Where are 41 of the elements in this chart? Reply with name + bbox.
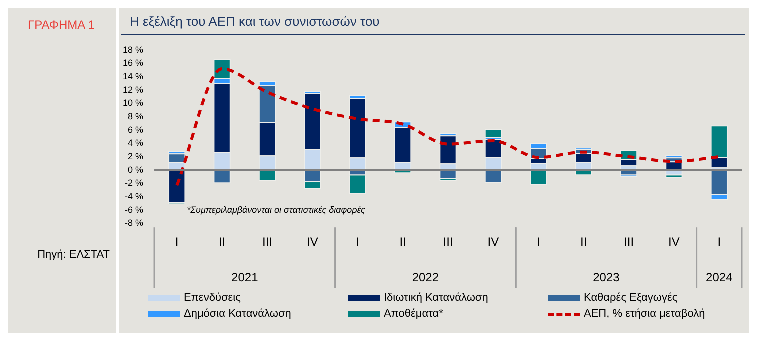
y-tick-label: 0 % bbox=[128, 164, 144, 175]
text: 2024 bbox=[706, 270, 734, 284]
x-tick-label: III bbox=[624, 235, 634, 250]
x-tick-label: III bbox=[262, 235, 272, 250]
legend-label: Αποθέματα* bbox=[384, 308, 444, 320]
y-tick-label: 10 % bbox=[123, 98, 144, 108]
x-tick-label: III bbox=[443, 235, 454, 250]
x-tick-label: IV bbox=[668, 235, 680, 250]
y-tick-label: 2 % bbox=[128, 151, 144, 162]
legend-label: Ιδιωτική Κατανάλωση bbox=[384, 292, 488, 304]
x-tick-label: II bbox=[580, 235, 588, 250]
annotation: *Συμπεριλαμβάνονται οι στατιστικές διαφορές bbox=[187, 204, 366, 215]
legend-label: ΑΕΠ, % ετήσια μεταβολή bbox=[584, 308, 706, 320]
chart-subtitle: ΓΡΑΦΗΜΑ 1 bbox=[28, 18, 95, 32]
text: 2021 bbox=[232, 270, 259, 284]
y-tick-label: 4 % bbox=[128, 138, 144, 148]
text: Πηγή: ΕΛΣΤΑΤ bbox=[36, 248, 110, 262]
y-tick-label: -4 % bbox=[125, 191, 144, 202]
x-tick-label: II bbox=[218, 235, 226, 250]
x-tick-label: I bbox=[175, 235, 179, 250]
x-tick-label: I bbox=[536, 235, 540, 250]
y-tick-label: -2 % bbox=[125, 178, 144, 188]
y-tick-label: -8 % bbox=[125, 218, 144, 228]
x-tick-label: IV bbox=[307, 235, 318, 250]
y-tick-label: 18 % bbox=[123, 44, 144, 55]
y-tick-label: 16 % bbox=[123, 58, 144, 68]
text: 2023 bbox=[593, 270, 620, 284]
x-tick-label: I bbox=[356, 235, 360, 250]
legend-label: Επενδύσεις bbox=[184, 292, 241, 304]
text: 2022 bbox=[412, 270, 440, 284]
y-tick-label: 12 % bbox=[123, 84, 144, 95]
x-tick-label: II bbox=[400, 235, 406, 250]
x-tick-label: I bbox=[718, 235, 722, 250]
y-tick-label: 6 % bbox=[128, 124, 144, 135]
legend-label: Δημόσια Κατανάλωση bbox=[184, 308, 292, 320]
y-tick-label: -6 % bbox=[125, 204, 144, 215]
y-tick-label: 14 % bbox=[123, 72, 144, 82]
chart-title: Η εξέλιξη του ΑΕΠ και των συνιστωσών του bbox=[130, 14, 380, 29]
x-tick-label: IV bbox=[488, 235, 500, 250]
y-tick-label: 8 % bbox=[128, 112, 144, 122]
legend-label: Καθαρές Εξαγωγές bbox=[584, 292, 678, 304]
